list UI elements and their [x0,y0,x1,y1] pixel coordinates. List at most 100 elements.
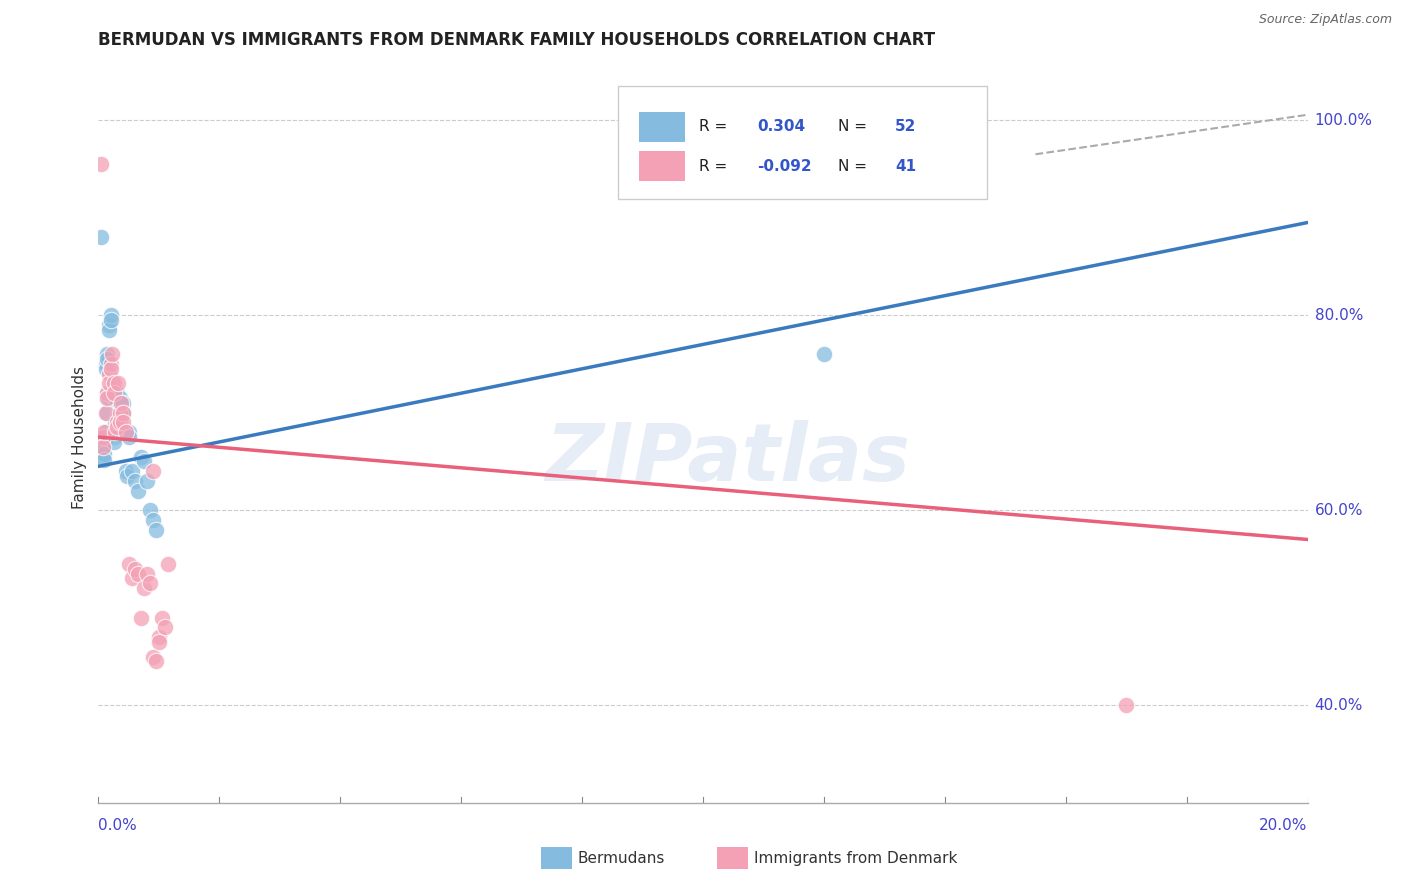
Point [118,430,141,444]
Point [100,381,122,395]
Point [91,430,114,444]
Text: Bermudans: Bermudans [578,851,665,865]
Point [98,376,121,391]
Point [135,566,157,581]
Point [114,425,136,440]
Point [94,425,117,440]
Text: 80.0%: 80.0% [1315,308,1362,323]
Point [124,562,146,576]
Point [96,347,118,361]
Point [135,474,157,488]
Point [94,357,117,371]
Text: 52: 52 [896,120,917,135]
Point [93,447,115,461]
Point [110,406,132,420]
Point [100,313,122,327]
Point [129,450,152,464]
Text: 0.304: 0.304 [758,120,806,135]
Point [108,406,131,420]
Text: 41: 41 [896,159,917,174]
FancyBboxPatch shape [638,151,685,181]
Point [103,430,125,444]
Point [93,434,115,449]
Text: R =: R = [699,120,733,135]
Point [98,323,121,337]
Point [103,376,125,391]
Point [96,406,118,420]
Point [127,483,149,498]
Point [105,396,128,410]
Point [132,581,155,595]
Point [107,376,129,391]
Point [100,361,122,376]
Text: N =: N = [838,159,872,174]
Point [100,347,122,361]
Point [108,416,131,430]
Point [100,381,122,395]
Y-axis label: Family Households: Family Households [72,366,87,508]
Point [1115,698,1137,713]
Point [98,386,121,401]
Point [100,376,122,391]
Text: 0.0%: 0.0% [98,818,138,832]
Point [124,474,146,488]
Point [96,352,118,367]
Point [105,386,128,401]
Point [145,654,167,668]
Point [93,425,115,440]
Point [127,566,149,581]
Point [111,406,134,420]
Point [100,357,122,371]
Point [98,318,121,332]
Point [142,513,165,527]
Point [110,396,132,410]
Point [153,620,176,634]
Text: 20.0%: 20.0% [1260,818,1308,832]
Point [94,361,117,376]
Point [96,391,118,405]
Point [142,649,165,664]
Point [111,416,134,430]
Point [121,572,143,586]
Point [100,308,122,322]
Point [108,396,131,410]
Point [118,425,141,440]
FancyBboxPatch shape [638,112,685,142]
Text: -0.092: -0.092 [758,159,813,174]
Point [156,557,179,571]
Point [91,444,114,458]
Point [96,386,118,401]
Point [813,347,835,361]
Text: Immigrants from Denmark: Immigrants from Denmark [754,851,957,865]
Point [94,406,117,420]
Point [103,434,125,449]
Point [108,391,131,405]
Point [132,454,155,468]
Point [103,425,125,440]
Point [117,469,139,483]
Text: Source: ZipAtlas.com: Source: ZipAtlas.com [1258,13,1392,27]
Point [98,391,121,405]
Point [148,635,170,649]
Point [93,452,115,467]
Point [111,396,134,410]
Point [121,464,143,478]
Text: BERMUDAN VS IMMIGRANTS FROM DENMARK FAMILY HOUSEHOLDS CORRELATION CHART: BERMUDAN VS IMMIGRANTS FROM DENMARK FAMI… [98,31,935,49]
Point [142,464,165,478]
Point [104,416,127,430]
FancyBboxPatch shape [619,86,987,200]
Point [107,406,129,420]
Point [111,406,134,420]
Point [91,440,114,454]
Point [93,440,115,454]
Text: N =: N = [838,120,872,135]
Point [139,576,162,591]
Point [103,386,125,401]
Point [150,610,173,624]
Point [145,523,167,537]
Text: 100.0%: 100.0% [1315,112,1372,128]
Point [100,388,122,402]
Point [105,391,128,405]
Text: 40.0%: 40.0% [1315,698,1362,713]
Point [129,610,152,624]
